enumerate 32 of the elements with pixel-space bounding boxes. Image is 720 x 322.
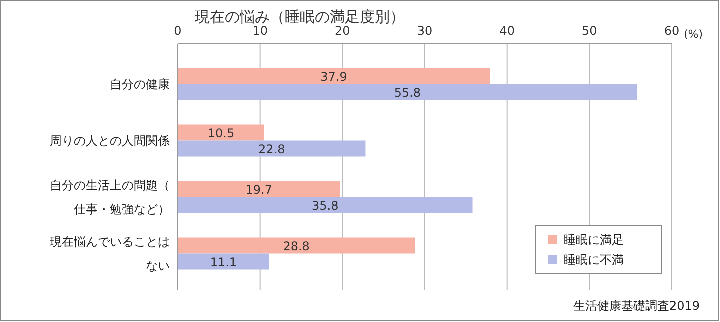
data-label: 19.7 bbox=[246, 182, 272, 197]
data-label: 37.9 bbox=[320, 70, 348, 84]
data-label: 22.8 bbox=[258, 142, 286, 156]
data-label: 55.8 bbox=[394, 86, 422, 100]
bar bbox=[178, 68, 490, 84]
x-tick-label: 20 bbox=[335, 24, 350, 38]
y-tick-label: 自分の生活上の問題（仕事・勉強など） bbox=[50, 178, 170, 216]
x-tick-label: 10 bbox=[252, 24, 268, 38]
bar bbox=[178, 197, 473, 214]
x-tick-label: 0 bbox=[174, 24, 182, 38]
x-axis-title: (%) bbox=[684, 28, 704, 41]
data-label: 11.1 bbox=[210, 255, 238, 270]
legend-label: 睡眠に満足 bbox=[564, 233, 624, 247]
bar bbox=[178, 181, 340, 198]
data-label: 35.8 bbox=[312, 198, 339, 213]
y-tick-label: 自分の健康 bbox=[110, 77, 170, 92]
data-label: 10.5 bbox=[208, 126, 235, 140]
y-tick-label: 周りの人との人間関係 bbox=[50, 134, 170, 148]
chart-title: 現在の悩み（睡眠の満足度別） bbox=[195, 8, 405, 26]
x-tick-label: 40 bbox=[500, 24, 515, 38]
y-tick-label: 現在悩んでいることはない bbox=[50, 234, 170, 273]
bar bbox=[178, 84, 638, 100]
x-tick-label: 50 bbox=[582, 24, 598, 38]
bar bbox=[178, 124, 264, 141]
bar bbox=[178, 238, 416, 254]
text: 生活健康基礎調査2019 bbox=[573, 299, 700, 313]
bar bbox=[178, 254, 270, 270]
data-label: 28.8 bbox=[283, 239, 310, 254]
x-tick-label: 30 bbox=[417, 24, 433, 38]
legend-label: 睡眠に不満 bbox=[564, 253, 624, 267]
x-tick-label: 60 bbox=[664, 24, 680, 38]
bar bbox=[178, 140, 366, 157]
